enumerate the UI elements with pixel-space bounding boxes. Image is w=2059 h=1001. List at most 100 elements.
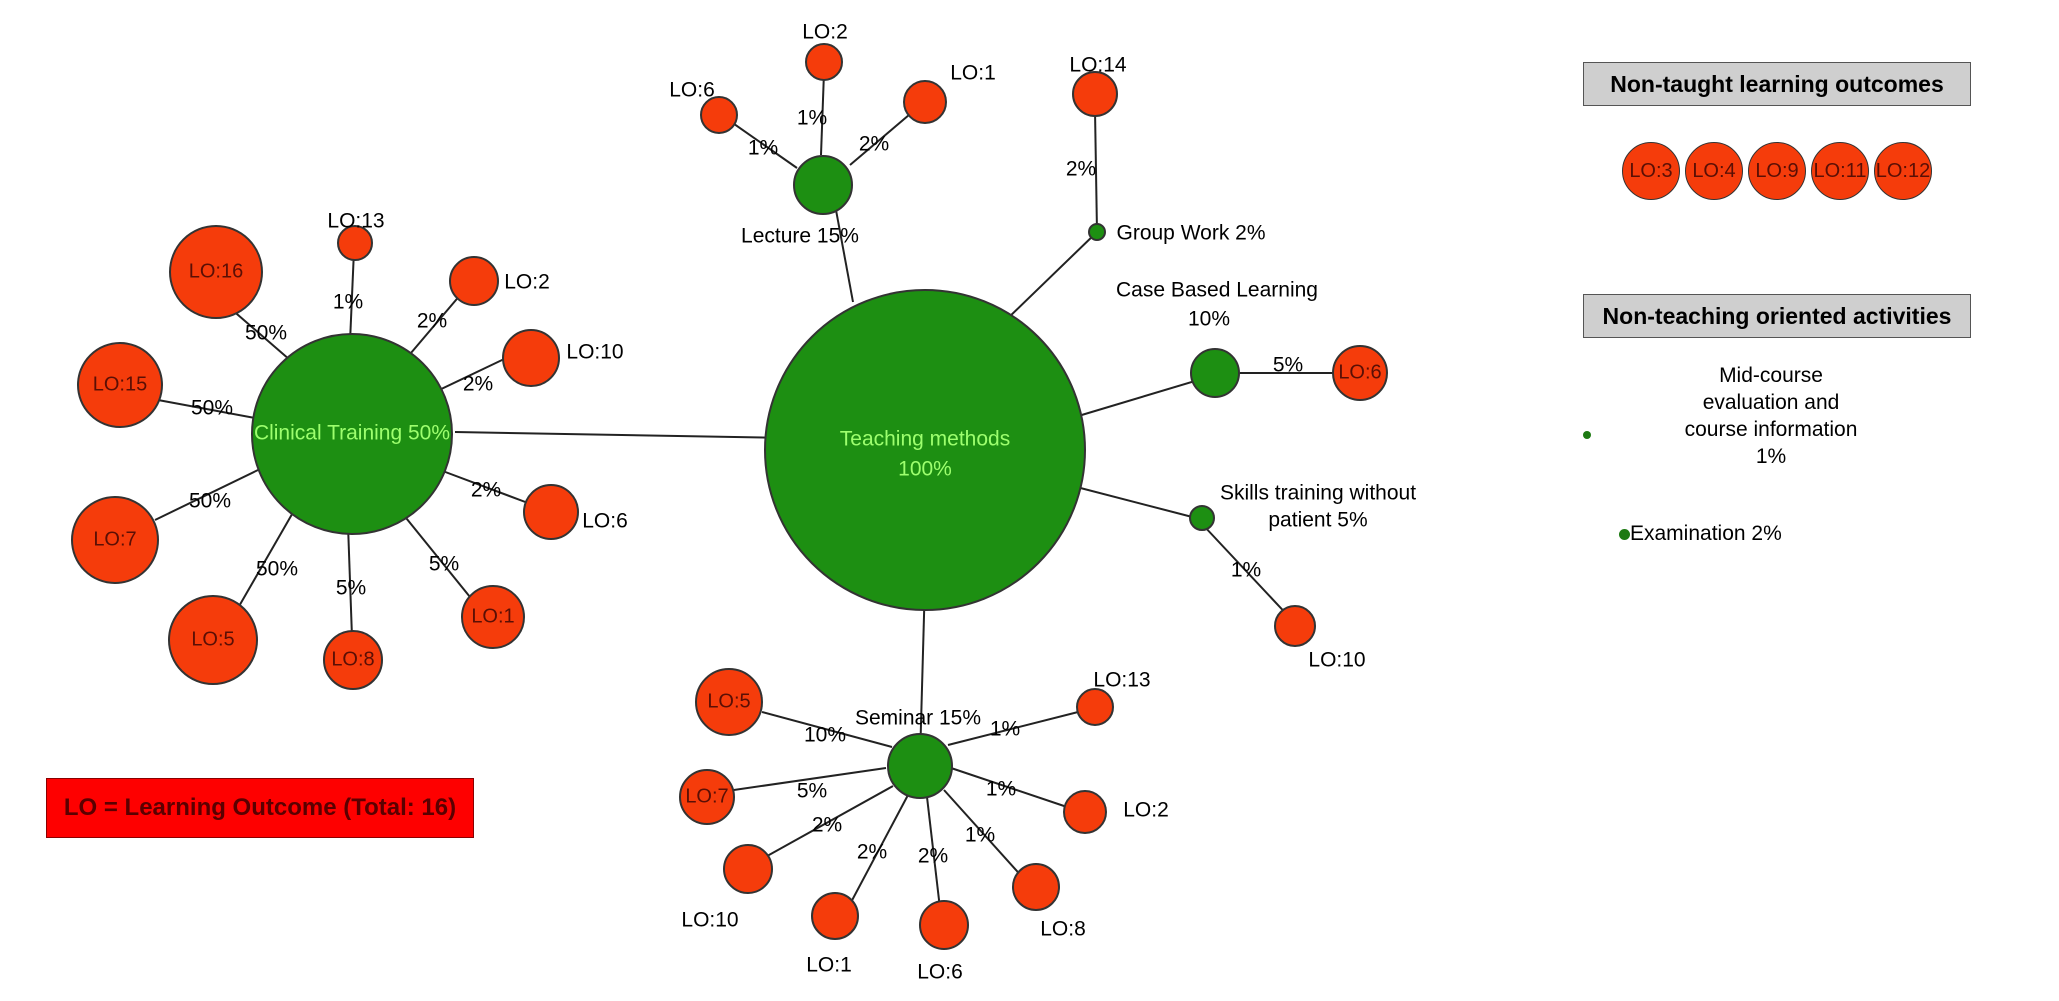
node-lo6-cbl-circle[interactable]	[1332, 345, 1388, 401]
node-lo7-circle[interactable]	[71, 496, 159, 584]
node-lo6-clinical-circle[interactable]	[523, 484, 579, 540]
node-teaching-methods-circle[interactable]	[764, 289, 1086, 611]
edge-clinical-lo13	[349, 249, 355, 343]
edge-groupwork-lo14	[1094, 109, 1098, 233]
node-lo1-lecture[interactable]: LO:1	[903, 62, 996, 124]
node-skills-label-line1: Skills training without	[1220, 482, 1416, 505]
label-lo10-clinical: LO:10	[566, 341, 623, 364]
lecture-edges	[726, 71, 917, 169]
lo-legend-note: LO = Learning Outcome (Total: 16)	[46, 778, 474, 838]
legend-chip-lo11[interactable]: LO:11	[1811, 142, 1869, 200]
node-lo13-seminar[interactable]: LO:13	[1076, 669, 1151, 726]
edgelabel-seminar-lo8: 1%	[965, 824, 995, 847]
edge-clinical-lo8	[347, 524, 353, 638]
edgelabel-clinical-lo15: 50%	[191, 397, 233, 420]
node-lo6-cbl[interactable]: LO:6 5%	[1273, 345, 1388, 401]
node-lo16-circle[interactable]	[169, 225, 263, 319]
node-lo1-clinical-label: LO:1	[471, 605, 514, 627]
node-lo15-label: LO:15	[93, 373, 147, 395]
node-group-work-circle[interactable]	[1088, 223, 1106, 241]
edgelabel-clinical-lo16: 50%	[245, 322, 287, 345]
legend-chip-lo9[interactable]: LO:9	[1748, 142, 1806, 200]
node-lo6-seminar[interactable]: LO:6	[917, 900, 969, 984]
node-seminar-circle[interactable]	[887, 733, 953, 799]
node-lo7[interactable]: LO:7	[71, 496, 159, 584]
node-lo6-lecture[interactable]: LO:6	[669, 79, 738, 134]
edgelabel-clinical-lo5: 50%	[256, 558, 298, 581]
node-lo1-clinical-circle[interactable]	[461, 585, 525, 649]
node-lo1-seminar[interactable]: LO:1	[806, 892, 859, 977]
node-lo2-lecture[interactable]: LO:2	[802, 21, 848, 81]
label-lo2-seminar: LO:2	[1123, 799, 1169, 822]
node-lo15[interactable]: LO:15	[77, 342, 163, 428]
edgelabel-lecture-lo6: 1%	[748, 137, 778, 160]
node-lo14-circle[interactable]	[1072, 71, 1118, 117]
node-lo1-lecture-circle[interactable]	[903, 80, 947, 124]
lecture-outcome-nodes: LO:6 LO:2 LO:1	[669, 21, 996, 134]
node-clinical-training[interactable]: Clinical Training 50%	[251, 333, 453, 535]
node-clinical-training-circle[interactable]	[251, 333, 453, 535]
edgelabel-seminar-lo10: 2%	[812, 814, 842, 837]
node-lecture[interactable]: Lecture 15%	[741, 155, 859, 248]
edgelabel-seminar-lo2: 1%	[986, 778, 1016, 801]
node-lo8-clinical[interactable]: LO:8	[323, 630, 383, 690]
node-lo8-seminar-circle[interactable]	[1012, 863, 1060, 911]
node-lo2-clinical[interactable]	[449, 256, 499, 306]
legend-chip-lo3[interactable]: LO:3	[1622, 142, 1680, 200]
node-lo13-seminar-circle[interactable]	[1076, 688, 1114, 726]
node-skills-training[interactable]: Skills training without patient 5%	[1189, 482, 1416, 532]
node-lo8-clinical-label: LO:8	[331, 648, 374, 670]
node-lo7-seminar[interactable]: LO:7	[679, 769, 735, 825]
node-lo6-clinical[interactable]	[523, 484, 579, 540]
node-lo2-seminar-circle[interactable]	[1063, 790, 1107, 834]
label-lo1-seminar: LO:1	[806, 954, 852, 977]
node-lo10-seminar[interactable]: LO:10	[681, 844, 773, 932]
node-teaching-methods[interactable]: Teaching methods 100%	[764, 289, 1086, 611]
edge-root-cbl	[1074, 374, 1216, 418]
node-seminar[interactable]: Seminar 15%	[855, 707, 981, 799]
node-lo10-clinical[interactable]	[502, 329, 560, 387]
node-lo13-clinical[interactable]	[337, 225, 373, 261]
edge-clinical-lo7	[154, 469, 259, 521]
edgelabel-seminar-lo1: 2%	[857, 841, 887, 864]
node-lo2-clinical-circle[interactable]	[449, 256, 499, 306]
legend-item-examination-text: Examination 2%	[1630, 522, 1782, 545]
node-lo6-lecture-circle[interactable]	[700, 96, 738, 134]
node-lo10-seminar-circle[interactable]	[723, 844, 773, 894]
label-lo2-lecture: LO:2	[802, 21, 848, 44]
node-lo8-seminar[interactable]: LO:8	[1012, 863, 1086, 941]
node-case-based-learning-circle[interactable]	[1190, 348, 1240, 398]
node-lo5-clinical-circle[interactable]	[168, 595, 258, 685]
midcourse-line3: course information	[1684, 418, 1858, 441]
node-lo5-seminar-circle[interactable]	[695, 668, 763, 736]
node-lo7-seminar-circle[interactable]	[679, 769, 735, 825]
node-lo5-clinical[interactable]: LO:5	[168, 595, 258, 685]
node-case-based-learning[interactable]: Case Based Learning 10%	[1116, 279, 1318, 398]
node-lo8-clinical-circle[interactable]	[323, 630, 383, 690]
legend-chip-lo12[interactable]: LO:12	[1874, 142, 1932, 200]
node-lo5-seminar[interactable]: LO:5	[695, 668, 763, 736]
seminar-edges	[726, 709, 1087, 918]
node-lo2-lecture-circle[interactable]	[805, 43, 843, 81]
node-lo1-seminar-circle[interactable]	[811, 892, 859, 940]
green-dot-icon	[1619, 528, 1630, 540]
edgelabel-seminar-lo6: 2%	[918, 845, 948, 868]
node-lo10-clinical-circle[interactable]	[502, 329, 560, 387]
node-lecture-circle[interactable]	[793, 155, 853, 215]
label-lo5-seminar: LO:5	[707, 690, 750, 712]
edge-seminar-lo8	[943, 789, 1026, 881]
node-skills-training-circle[interactable]	[1189, 505, 1215, 531]
node-lo1-clinical[interactable]: LO:1	[461, 585, 525, 649]
node-lo2-seminar[interactable]: LO:2	[1063, 790, 1169, 834]
node-lo13-clinical-circle[interactable]	[337, 225, 373, 261]
label-lo13-clinical: LO:13	[327, 210, 384, 233]
node-lo10-skills[interactable]: LO:10 1%	[1231, 559, 1366, 672]
legend-nonteaching-title: Non-teaching oriented activities	[1583, 294, 1971, 338]
legend-chip-lo4[interactable]: LO:4	[1685, 142, 1743, 200]
node-lo10-skills-circle[interactable]	[1274, 605, 1316, 647]
node-lo15-circle[interactable]	[77, 342, 163, 428]
node-lo16[interactable]: LO:16	[169, 225, 263, 319]
node-group-work[interactable]: Group Work 2%	[1088, 222, 1266, 245]
node-lo6-seminar-circle[interactable]	[919, 900, 969, 950]
node-lo14[interactable]: LO:14 2%	[1066, 54, 1127, 181]
